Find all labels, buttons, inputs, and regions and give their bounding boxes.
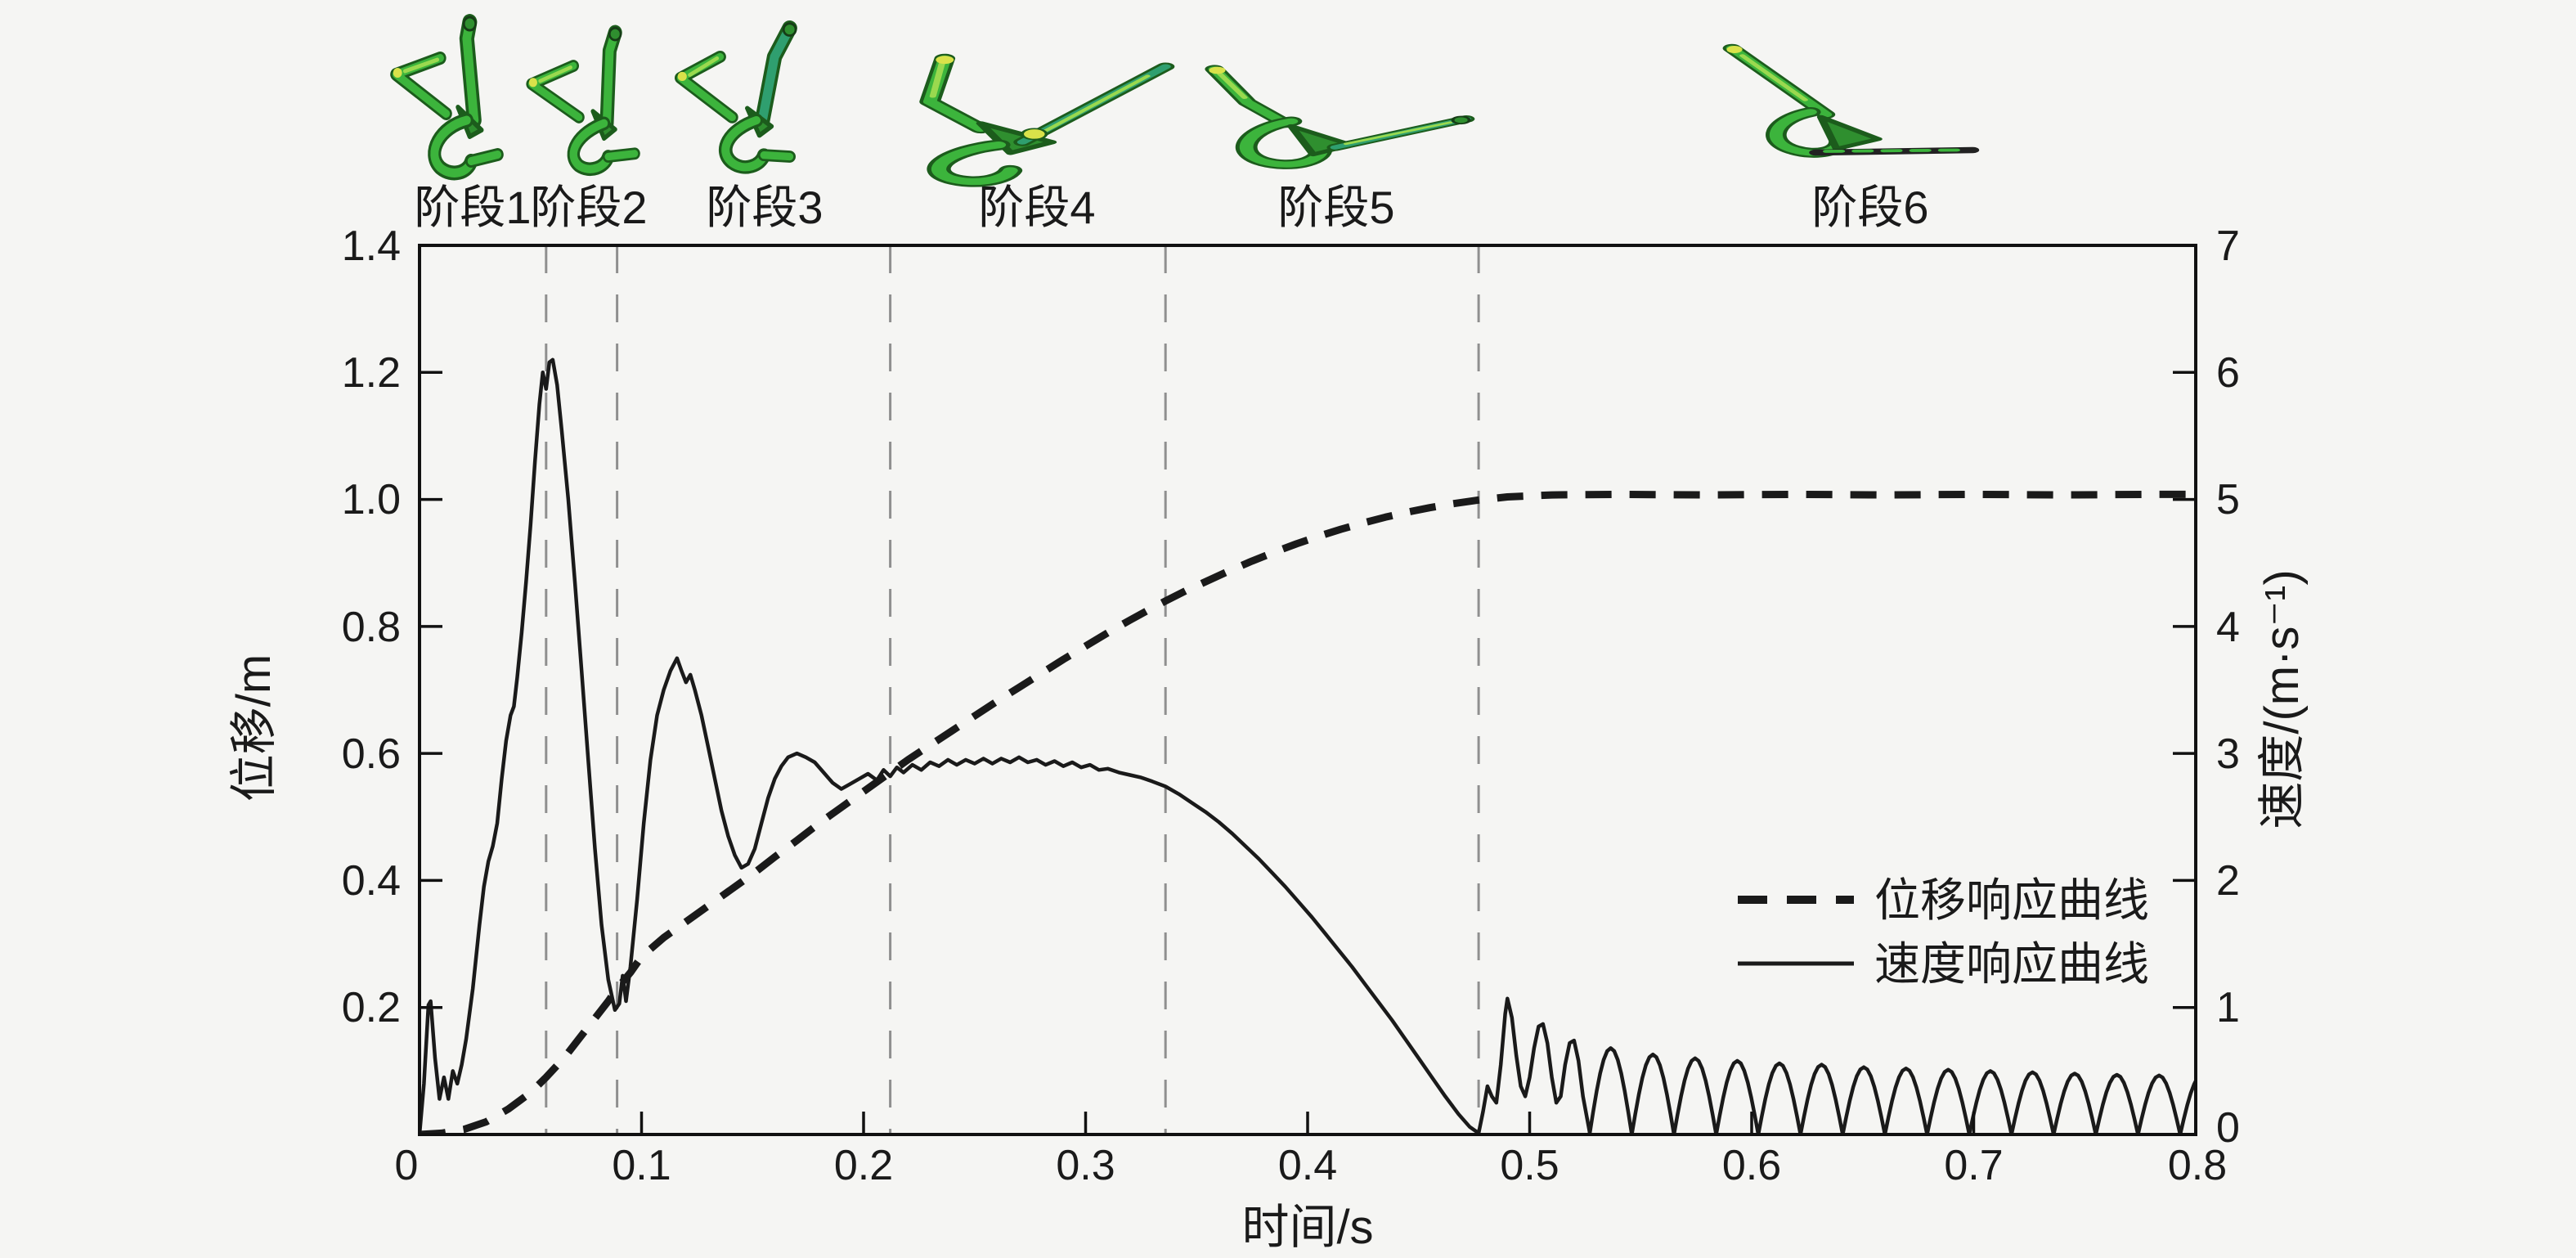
yl-tick-0p4: 0.4 — [342, 857, 401, 905]
yl-tick-0p8: 0.8 — [342, 604, 401, 651]
stage-2-mechanism-snapshot — [526, 25, 640, 176]
yr-tick-3: 3 — [2216, 730, 2240, 778]
yr-tick-7: 7 — [2216, 222, 2240, 270]
y-right-axis-title: 速度/(m·s⁻¹) — [2255, 569, 2309, 829]
yr-tick-4: 4 — [2216, 604, 2240, 651]
yr-tick-6: 6 — [2216, 349, 2240, 397]
legend-displacement-label: 位移响应曲线 — [1874, 874, 2149, 926]
stage-3-mechanism-snapshot — [675, 20, 797, 174]
stage-1-mechanism-snapshot — [390, 14, 504, 181]
stage-2-label: 阶段2 — [530, 182, 647, 233]
displacement-curve — [420, 490, 2196, 1134]
x-tick-0p8: 0.8 — [2168, 1142, 2227, 1189]
yl-tick-1p0: 1.0 — [342, 476, 401, 523]
x-tick-0: 0 — [395, 1142, 419, 1189]
x-tick-0p6: 0.6 — [1722, 1142, 1781, 1189]
legend-velocity-label: 速度响应曲线 — [1874, 938, 2149, 990]
stage-4-mechanism-snapshot — [919, 53, 1175, 187]
yr-tick-0: 0 — [2216, 1104, 2240, 1152]
plot-border — [418, 244, 2197, 1136]
stage-1-label: 阶段1 — [414, 182, 531, 233]
yl-tick-0p2: 0.2 — [342, 984, 401, 1031]
yr-tick-1: 1 — [2216, 984, 2240, 1031]
stage-5-mechanism-snapshot — [1205, 65, 1475, 169]
x-tick-0p4: 0.4 — [1278, 1142, 1337, 1189]
x-tick-0p7: 0.7 — [1944, 1142, 2003, 1189]
x-tick-0p3: 0.3 — [1056, 1142, 1115, 1189]
stage-6-mechanism-snapshot — [1722, 43, 1980, 158]
x-tick-0p2: 0.2 — [834, 1142, 893, 1189]
yl-tick-1p4: 1.4 — [342, 222, 401, 270]
yl-tick-1p2: 1.2 — [342, 349, 401, 397]
yl-tick-0p6: 0.6 — [342, 730, 401, 778]
x-axis-title: 时间/s — [1241, 1201, 1373, 1254]
yr-tick-5: 5 — [2216, 476, 2240, 523]
y-left-axis-title: 位移/m — [227, 654, 280, 802]
x-tick-0p1: 0.1 — [612, 1142, 671, 1189]
tick-marks — [420, 371, 2196, 1134]
stage-3-label: 阶段3 — [706, 182, 823, 233]
chart-legend: 位移响应曲线 速度响应曲线 — [1738, 874, 2149, 990]
velocity-curve — [420, 357, 2196, 1134]
x-tick-0p5: 0.5 — [1500, 1142, 1559, 1189]
stage-5-label: 阶段5 — [1277, 182, 1394, 233]
stage-6-label: 阶段6 — [1811, 182, 1928, 233]
stage-4-label: 阶段4 — [978, 182, 1095, 233]
yr-tick-2: 2 — [2216, 857, 2240, 905]
